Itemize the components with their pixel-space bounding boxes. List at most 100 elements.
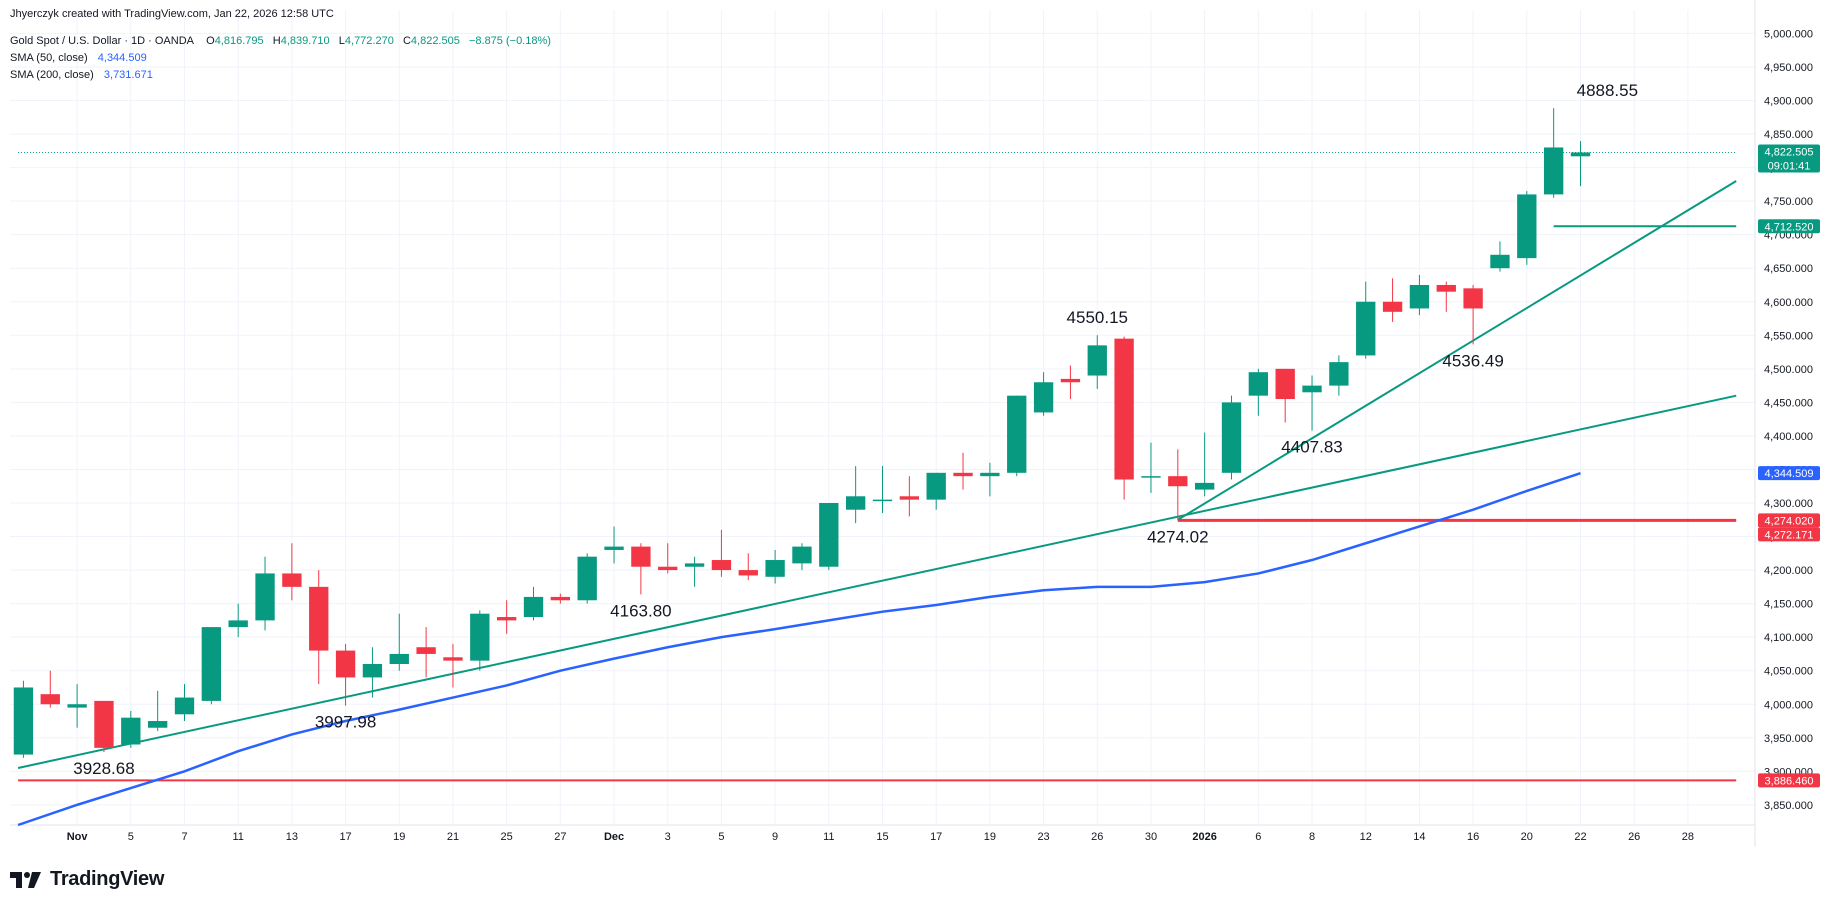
price-axis-label-bg xyxy=(1758,219,1820,234)
price-axis-label-text: 4,344.509 xyxy=(1765,468,1814,480)
candle-body xyxy=(443,657,463,661)
price-axis-label-bg xyxy=(1758,773,1820,788)
x-tick-label: 15 xyxy=(876,831,888,843)
sma200-legend[interactable]: SMA (200, close) 3,731.671 xyxy=(10,68,153,82)
x-tick-label: 19 xyxy=(393,831,405,843)
x-tick-label: Dec xyxy=(604,831,624,843)
candle xyxy=(1168,449,1188,521)
close-label: C xyxy=(402,35,411,47)
candle xyxy=(121,710,141,748)
candle-body xyxy=(1168,476,1188,487)
candle-body xyxy=(1517,194,1537,259)
y-tick-label: 4,550.000 xyxy=(1764,330,1813,342)
candle-body xyxy=(1033,382,1054,413)
x-tick-label: 14 xyxy=(1413,831,1425,843)
candle-body xyxy=(147,721,168,728)
trend-line xyxy=(1177,180,1737,521)
x-tick-label: 20 xyxy=(1521,831,1533,843)
x-tick-label: 3 xyxy=(665,831,671,843)
candle-body xyxy=(765,560,785,577)
candle xyxy=(1409,274,1430,316)
y-tick-label: 4,850.000 xyxy=(1764,129,1813,141)
candle-body xyxy=(121,717,141,745)
x-tick-label: 22 xyxy=(1574,831,1586,843)
y-tick-label: 4,400.000 xyxy=(1764,431,1813,443)
y-tick-label: 4,200.000 xyxy=(1764,565,1813,577)
candle xyxy=(1517,191,1537,265)
candle xyxy=(1248,368,1269,416)
candle-body xyxy=(845,496,866,510)
candle xyxy=(1382,278,1403,322)
sma50-label: SMA (50, close) xyxy=(10,52,88,64)
candle xyxy=(309,570,329,685)
x-tick-label: 9 xyxy=(772,831,778,843)
x-tick-label: 5 xyxy=(718,831,724,843)
sma200-label: SMA (200, close) xyxy=(10,69,94,81)
price-axis-label: 4,274.020 xyxy=(1758,513,1820,528)
candle xyxy=(1275,368,1295,423)
price-axis-label-text: 4,272.171 xyxy=(1765,529,1814,541)
candle-body xyxy=(13,687,34,755)
y-tick-label: 4,950.000 xyxy=(1764,62,1813,74)
candle xyxy=(335,643,356,706)
tradingview-logo[interactable]: TradingView xyxy=(10,868,164,891)
candle xyxy=(362,647,383,698)
candle xyxy=(792,543,812,571)
trend-line xyxy=(17,394,1737,769)
candle xyxy=(1114,336,1134,500)
candle xyxy=(1007,395,1027,477)
candle-body xyxy=(1275,368,1295,400)
low-value: 4,772.270 xyxy=(344,35,394,47)
sma50-legend[interactable]: SMA (50, close) 4,344.509 xyxy=(10,51,147,65)
candle-body xyxy=(1436,284,1456,292)
x-tick-label: 11 xyxy=(823,831,834,843)
price-axis-label: 3,886.460 xyxy=(1758,773,1820,788)
candle-body xyxy=(1087,345,1107,376)
sma50-line xyxy=(17,471,1581,827)
candle xyxy=(1570,140,1591,187)
candle-body xyxy=(550,596,571,601)
x-tick-label: 7 xyxy=(181,831,187,843)
y-tick-label: 4,100.000 xyxy=(1764,632,1813,644)
candle xyxy=(577,553,597,604)
high-label: H xyxy=(272,35,281,47)
y-tick-label: 4,300.000 xyxy=(1764,498,1813,510)
candle xyxy=(899,476,920,517)
candle xyxy=(604,526,624,564)
candle-body xyxy=(1221,402,1242,473)
candle-body xyxy=(1329,362,1349,386)
x-tick-label: 27 xyxy=(554,831,566,843)
candle xyxy=(765,549,785,584)
x-tick-label: 11 xyxy=(232,831,243,843)
x-tick-label: 19 xyxy=(984,831,996,843)
price-axis-label-text: 4,274.020 xyxy=(1765,515,1814,527)
candle xyxy=(1463,284,1483,345)
price-annotation: 3928.68 xyxy=(73,759,134,778)
symbol-title[interactable]: Gold Spot / U.S. Dollar · 1D · OANDA xyxy=(10,35,194,47)
y-tick-label: 4,750.000 xyxy=(1764,196,1813,208)
price-axis-label-bg xyxy=(1758,144,1820,173)
candle xyxy=(443,643,463,688)
countdown-text: 09:01:41 xyxy=(1768,160,1811,172)
price-axis-label: 4,712.520 xyxy=(1758,219,1820,234)
candle-body xyxy=(1570,152,1591,157)
candle xyxy=(872,466,893,514)
price-axis-label: 4,822.505 09:01:41 xyxy=(1758,144,1820,173)
candle-body xyxy=(1356,301,1376,356)
candle xyxy=(147,690,168,732)
x-tick-label: 13 xyxy=(286,831,298,843)
price-axis-label: 4,272.171 xyxy=(1758,527,1820,542)
y-tick-label: 4,000.000 xyxy=(1764,699,1813,711)
candle xyxy=(658,543,678,574)
candle-body xyxy=(470,613,490,661)
y-tick-label: 3,850.000 xyxy=(1764,800,1813,812)
y-tick-label: 4,600.000 xyxy=(1764,297,1813,309)
candle-body xyxy=(282,573,302,587)
price-annotation: 4163.80 xyxy=(610,601,671,620)
candle xyxy=(496,600,517,634)
candle-body xyxy=(523,596,544,618)
x-tick-label: 26 xyxy=(1628,831,1640,843)
candle-body xyxy=(362,664,383,678)
